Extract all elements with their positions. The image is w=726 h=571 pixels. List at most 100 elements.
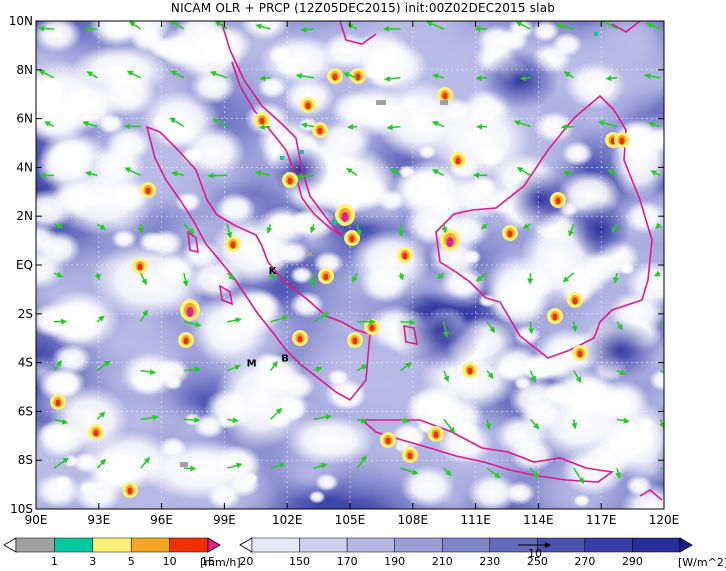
- precip-cell-core: [349, 235, 355, 243]
- wind-vector: [183, 366, 201, 373]
- wind-vector: [443, 467, 452, 477]
- cloud-small: [326, 368, 350, 387]
- wind-vector: [655, 222, 662, 230]
- colorbar-segment: [441, 537, 491, 553]
- wind-vector: [519, 75, 531, 82]
- wind-vector: [400, 467, 419, 475]
- cloud-small: [409, 114, 429, 129]
- wind-vector: [486, 370, 494, 379]
- cloud-deep: [570, 200, 630, 260]
- precip-cell-core: [442, 92, 448, 100]
- precip-moderate-patch: [594, 32, 598, 36]
- colorbar-segment: [346, 537, 395, 553]
- colorbar-label: 5: [128, 555, 135, 568]
- precip-cell-core: [323, 273, 329, 281]
- colorbar-upper-tip: [679, 537, 693, 553]
- wind-vector: [475, 272, 488, 282]
- coastline-sumatra: [145, 125, 371, 402]
- wind-vector: [529, 418, 540, 430]
- wind-vector: [86, 71, 98, 79]
- cloud-small: [111, 229, 137, 249]
- vector-reference: 10: [518, 542, 551, 560]
- wind-vector: [616, 417, 630, 424]
- precip-cell-core: [577, 350, 583, 358]
- cloud-small: [36, 420, 86, 459]
- wind-vector: [426, 21, 445, 30]
- wind-vector: [516, 167, 531, 177]
- wind-vector: [126, 70, 141, 79]
- wind-vector: [212, 118, 228, 128]
- wind-vector: [347, 23, 358, 30]
- colorbar-label: 230: [479, 555, 500, 568]
- wind-vector: [300, 122, 315, 129]
- cloud-small: [467, 473, 518, 509]
- latitude-labels: 10N 8N 6N 4N 2N EQ 2S 4S 6S 8S 10S: [9, 14, 33, 516]
- wind-vector: [556, 23, 574, 30]
- olr-unit-label: [W/m^2]: [678, 556, 726, 569]
- colorbar-label: 210: [432, 555, 453, 568]
- lat-tick-label: 4S: [18, 356, 33, 370]
- wind-vector: [613, 272, 619, 284]
- wind-vector: [270, 315, 289, 323]
- precip-cell-core: [317, 127, 323, 135]
- wind-vector: [573, 370, 582, 383]
- cloud-small: [214, 192, 256, 225]
- cloud-small: [533, 111, 575, 143]
- colorbar-segment: [15, 537, 55, 553]
- wind-vector: [475, 75, 488, 82]
- cloud-small: [257, 75, 288, 99]
- cloud-small: [447, 418, 482, 446]
- cloud-small: [331, 383, 365, 409]
- cloud-small: [504, 480, 536, 505]
- wind-vector: [309, 223, 316, 234]
- wind-vector: [528, 321, 535, 335]
- precip-cell-core: [352, 337, 358, 345]
- wind-vector: [140, 369, 157, 375]
- precip-moderate-patch: [332, 220, 337, 224]
- cloud-small: [397, 164, 416, 179]
- wind-vector: [137, 224, 144, 234]
- colorbar-lower-tip: [3, 537, 17, 553]
- wind-vector: [227, 317, 242, 324]
- wind-vector: [259, 75, 271, 82]
- colorbar-label: 250: [527, 555, 548, 568]
- wind-vector: [140, 457, 151, 469]
- lat-tick-label: 4N: [16, 160, 33, 174]
- lat-tick-label: 10N: [9, 14, 33, 28]
- colorbar-segment: [584, 537, 633, 553]
- colorbar-label: 290: [622, 555, 643, 568]
- colorbar-label: 1: [51, 555, 58, 568]
- cloud-small: [618, 262, 636, 276]
- cloud-small: [476, 144, 506, 167]
- wind-vector: [139, 272, 147, 286]
- precip-light-patch: [180, 462, 188, 467]
- wind-vector: [295, 72, 314, 79]
- wind-vector: [82, 120, 98, 128]
- map-panel: K M B 90E 93E 96E 99E 102E 105E 108E 111E 114E 117E…: [9, 14, 680, 527]
- wind-vector: [529, 467, 539, 479]
- wind-vector: [140, 414, 159, 421]
- colorbar-segment: [394, 537, 443, 553]
- lon-tick-label: 117E: [586, 513, 617, 527]
- precip-cell-core: [137, 263, 143, 271]
- precip-cell-core: [287, 177, 293, 185]
- coastline-palawan: [611, 21, 641, 33]
- wind-vector: [437, 272, 445, 280]
- wind-vector: [38, 69, 55, 79]
- cloud-small: [181, 126, 246, 176]
- wind-vector: [660, 467, 664, 470]
- wind-vector: [397, 224, 404, 237]
- cloud-small: [313, 251, 344, 275]
- lon-tick-label: 99E: [213, 513, 236, 527]
- wind-vector: [432, 169, 445, 177]
- wind-vector: [644, 73, 661, 80]
- wind-vector: [443, 418, 456, 434]
- coastline-java: [359, 419, 615, 483]
- cloud-small: [289, 266, 314, 285]
- cloud-deep: [580, 320, 660, 380]
- coastline-nias: [187, 230, 199, 254]
- axis-ticks: [35, 20, 665, 510]
- colorbar-label: 190: [384, 555, 405, 568]
- cloud-small: [36, 303, 74, 338]
- cloud-small: [206, 482, 242, 509]
